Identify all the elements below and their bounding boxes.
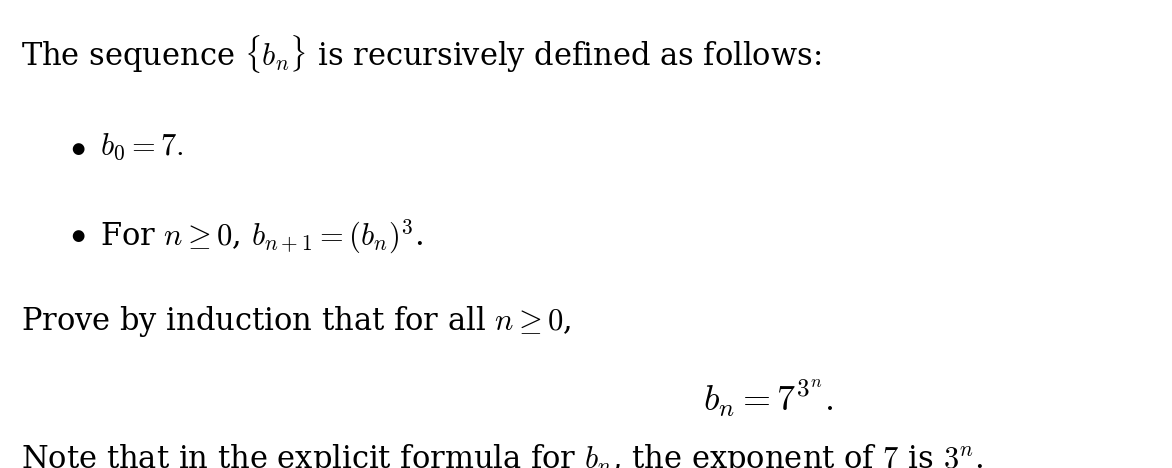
Text: Note that in the explicit formula for $b_n$, the exponent of $7$ is $3^n$.: Note that in the explicit formula for $b… — [21, 442, 983, 468]
Text: The sequence $\{b_n\}$ is recursively defined as follows:: The sequence $\{b_n\}$ is recursively de… — [21, 33, 822, 75]
Text: $\bullet$: $\bullet$ — [70, 218, 86, 249]
Text: Prove by induction that for all $n \geq 0$,: Prove by induction that for all $n \geq … — [21, 304, 572, 339]
Text: $b_n = 7^{3^n}.$: $b_n = 7^{3^n}.$ — [703, 377, 833, 418]
Text: $b_0 = 7.$: $b_0 = 7.$ — [100, 131, 183, 162]
Text: $\bullet$: $\bullet$ — [70, 131, 86, 162]
Text: For $n \geq 0$, $b_{n+1} = (b_n)^3$.: For $n \geq 0$, $b_{n+1} = (b_n)^3$. — [100, 218, 423, 256]
